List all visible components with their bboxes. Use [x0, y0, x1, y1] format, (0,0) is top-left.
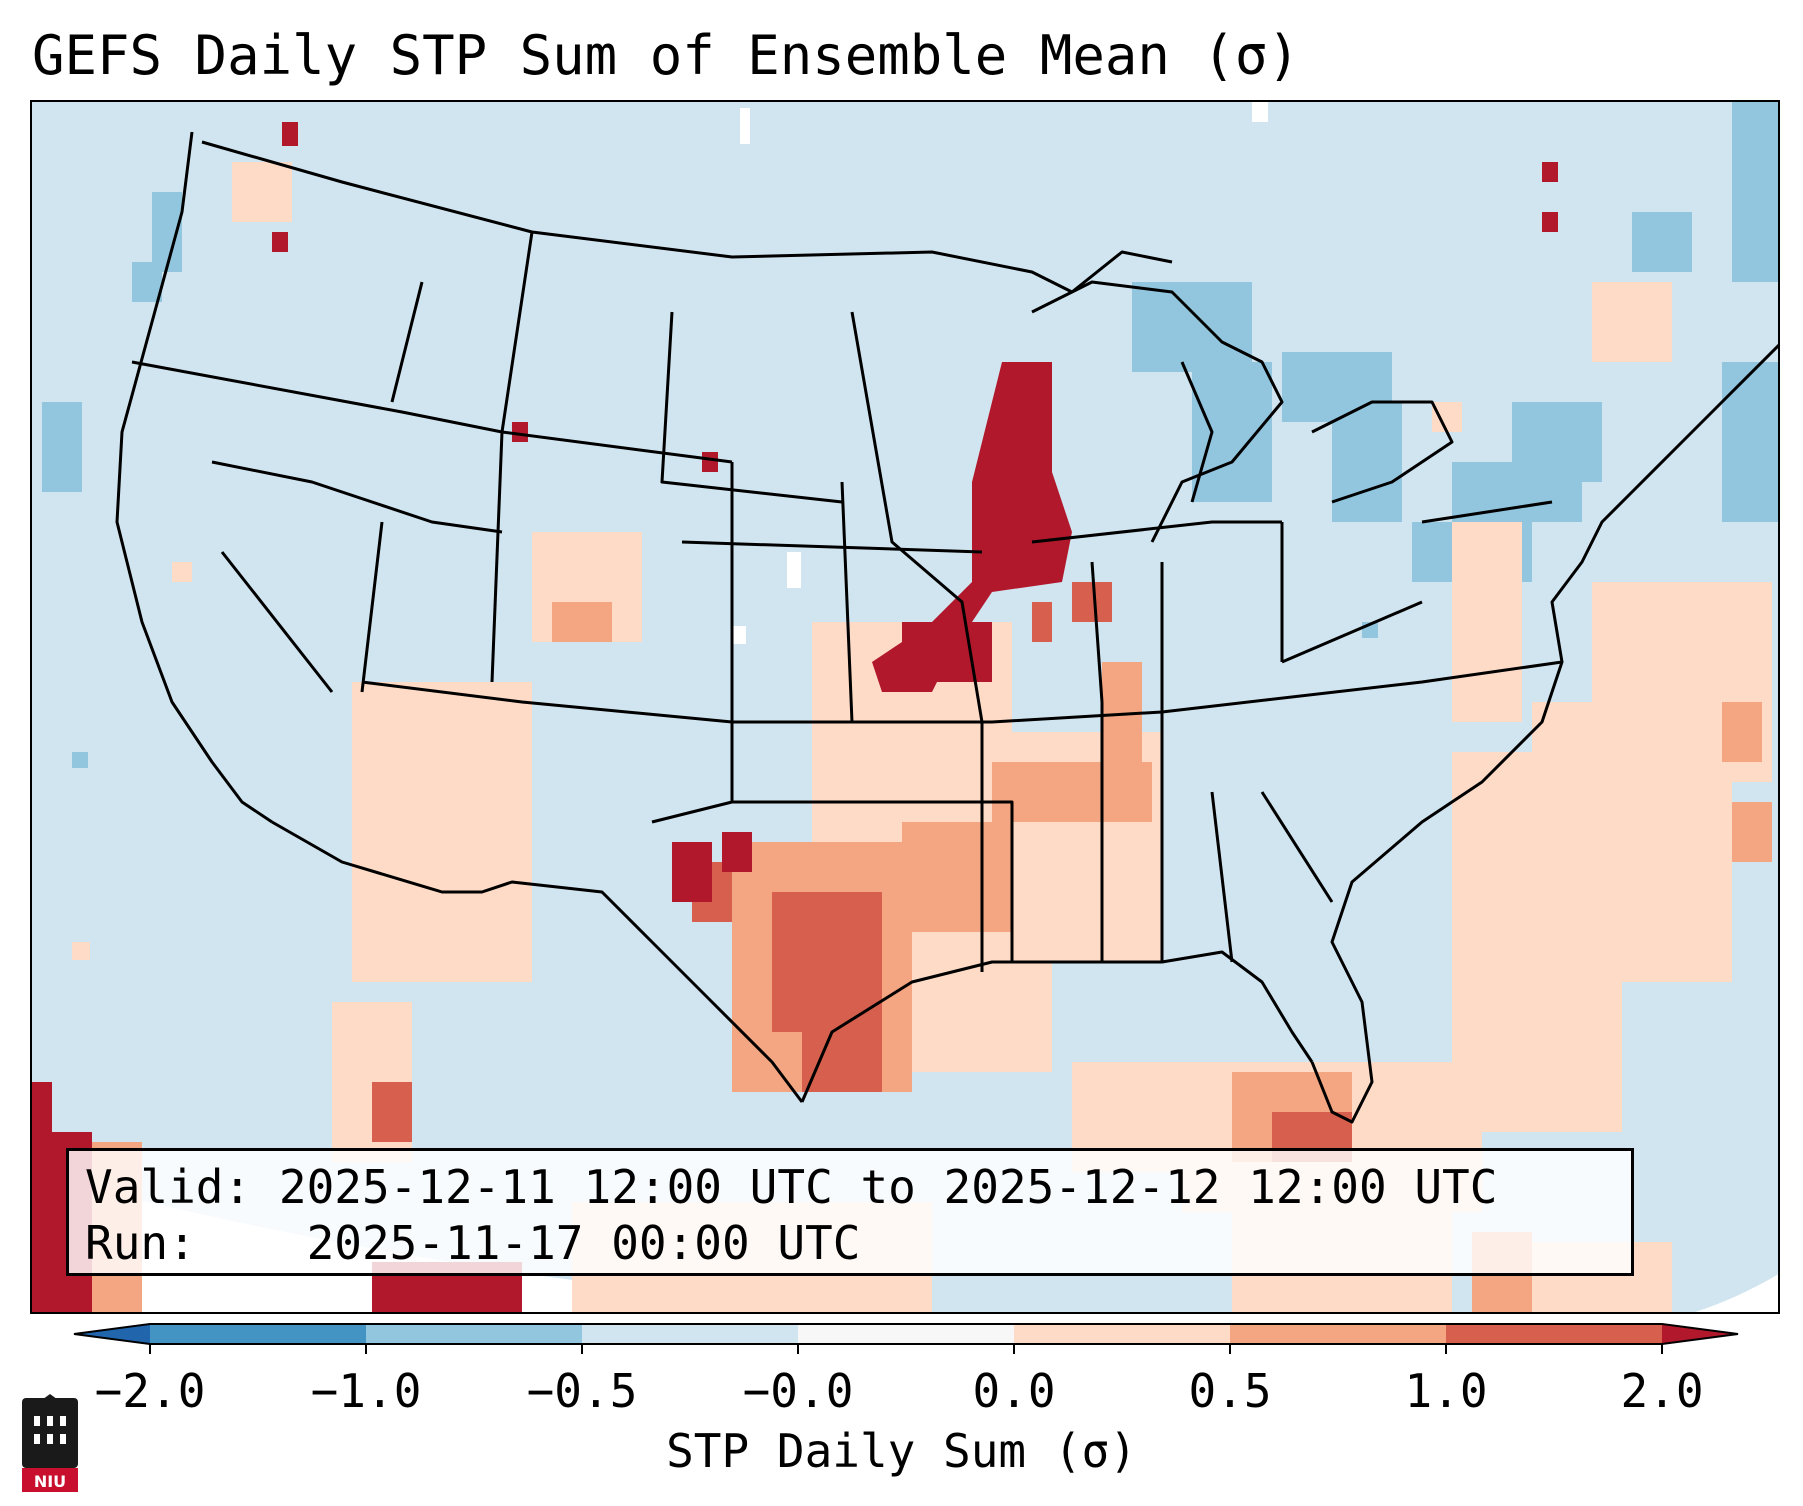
colorbar-tick-label: 0.0 [972, 1364, 1056, 1418]
valid-value: 2025-12-11 12:00 UTC to 2025-12-12 12:00… [278, 1160, 1498, 1214]
zero-specks [732, 102, 1268, 644]
colorbar-tick-label: −1.0 [310, 1364, 422, 1418]
projection-edge-right [1695, 1274, 1778, 1312]
colorbar-label: STP Daily Sum (σ) [666, 1424, 1137, 1478]
map-canvas [32, 102, 1778, 1312]
colorbar-bin-5 [1230, 1324, 1446, 1344]
run-row: Run: 2025-11-17 00:00 UTC [85, 1215, 1615, 1271]
colorbar-bin-2 [582, 1324, 798, 1344]
valid-label: Valid: [85, 1160, 252, 1214]
low-positive-regions [72, 162, 1772, 1312]
colorbar-bin-6 [1446, 1324, 1662, 1344]
colorbar-tick-label: 1.0 [1404, 1364, 1488, 1418]
boundaries [115, 131, 1778, 1124]
negative-anomaly-regions [42, 102, 1778, 768]
colorbar-bin-0 [150, 1324, 366, 1344]
colorbar-tick-label: −2.0 [94, 1364, 206, 1418]
colorbar-extend-low [74, 1324, 150, 1344]
colorbar-bin-3 [798, 1324, 1014, 1344]
colorbar-tick-marks [149, 1344, 1663, 1354]
valid-run-info-box: Valid: 2025-12-11 12:00 UTC to 2025-12-1… [66, 1148, 1634, 1276]
projection-edge-left [32, 1172, 878, 1312]
map-area [30, 100, 1780, 1314]
run-label: Run: [85, 1216, 196, 1270]
colorbar [73, 1323, 1739, 1354]
valid-row: Valid: 2025-12-11 12:00 UTC to 2025-12-1… [85, 1159, 1615, 1215]
colorbar-tick-label: −0.5 [526, 1364, 638, 1418]
colorbar-tick-label: 0.5 [1188, 1364, 1272, 1418]
niu-logo: NIU [22, 1394, 78, 1492]
logo-text: NIU [34, 1472, 66, 1491]
colorbar-bin-4 [1014, 1324, 1230, 1344]
run-value: 2025-11-17 00:00 UTC [306, 1216, 861, 1270]
map-title: GEFS Daily STP Sum of Ensemble Mean (σ) [32, 24, 1300, 87]
colorbar-tick-label: −0.0 [742, 1364, 854, 1418]
colorbar-extend-high [1662, 1324, 1738, 1344]
colorbar-tick-label: 2.0 [1620, 1364, 1704, 1418]
colorbar-bin-1 [366, 1324, 582, 1344]
